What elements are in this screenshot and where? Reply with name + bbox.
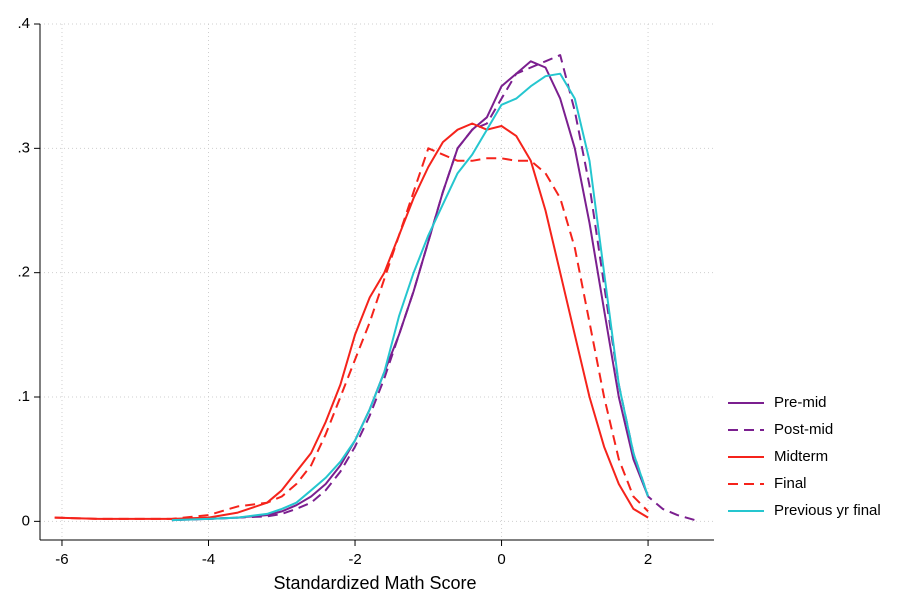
legend-label: Previous yr final	[774, 502, 881, 519]
y-tick-label: 0	[22, 512, 30, 529]
y-tick-label: .2	[17, 264, 30, 281]
x-tick-label: -6	[55, 551, 68, 568]
line-series	[171, 72, 650, 522]
line-series	[54, 147, 649, 520]
y-tick-label: .1	[17, 388, 30, 405]
x-tick-label: 0	[497, 551, 505, 568]
x-tick-label: -2	[348, 551, 361, 568]
line-series	[171, 60, 650, 522]
x-axis-title: Standardized Math Score	[273, 573, 476, 593]
y-tick-label: .3	[17, 139, 30, 156]
x-tick-label: 2	[644, 551, 652, 568]
legend-label: Post-mid	[774, 421, 833, 438]
y-tick-label: .4	[17, 15, 30, 32]
legend-label: Final	[774, 475, 807, 492]
legend-label: Pre-mid	[774, 394, 827, 411]
legend-label: Midterm	[774, 448, 828, 465]
x-tick-label: -4	[202, 551, 215, 568]
line-series	[171, 54, 700, 523]
line-series	[54, 122, 649, 520]
